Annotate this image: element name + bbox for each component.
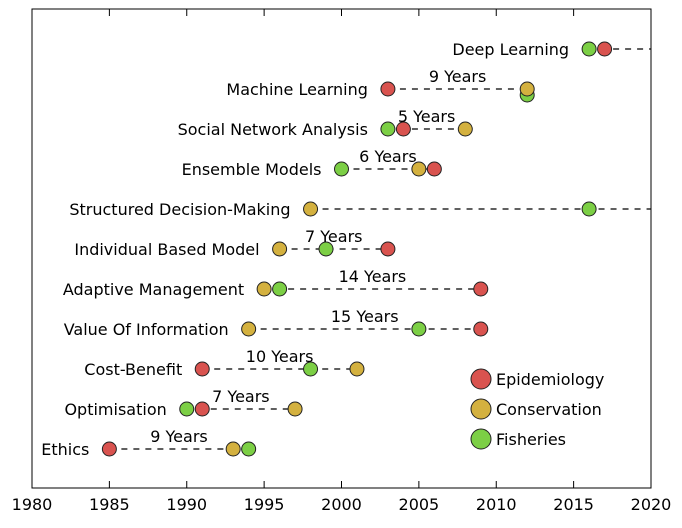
- x-tick-label-2015: 2015: [553, 495, 594, 514]
- point-adaptive-management-fisheries: [272, 281, 288, 297]
- gap-label-social-network-analysis: 5 Years: [398, 107, 455, 126]
- point-cost-benefit-conservation: [349, 361, 365, 377]
- topic-row-text-individual-based-model: Individual Based Model 7 Years: [74, 227, 362, 259]
- topic-label-value-of-information: Value Of Information: [64, 320, 229, 339]
- point-cost-benefit-epidemiology: [194, 361, 210, 377]
- gap-label-adaptive-management: 14 Years: [339, 267, 407, 286]
- point-ensemble-models-fisheries: [334, 161, 349, 177]
- topic-label-cost-benefit: Cost-Benefit: [84, 360, 182, 379]
- topic-label-social-network-analysis: Social Network Analysis: [178, 120, 368, 139]
- point-optimisation-fisheries: [179, 401, 195, 417]
- topic-row-structured-decision-making: [303, 201, 651, 217]
- point-social-network-analysis-epidemiology: [395, 121, 411, 137]
- topic-label-ethics: Ethics: [41, 440, 89, 459]
- legend-label-fisheries: Fisheries: [496, 430, 566, 449]
- topic-row-text-social-network-analysis: Social Network Analysis 5 Years: [178, 107, 456, 139]
- gap-label-value-of-information: 15 Years: [331, 307, 399, 326]
- topic-label-machine-learning: Machine Learning: [226, 80, 368, 99]
- topic-row-value-of-information: [241, 321, 489, 337]
- topic-row-text-cost-benefit: Cost-Benefit 10 Years: [84, 347, 313, 379]
- topic-row-optimisation: [179, 401, 303, 417]
- point-value-of-information-fisheries: [411, 321, 427, 337]
- topic-row-machine-learning: [380, 81, 535, 103]
- plot-area: Deep Learning Machine Learning 9 Years Soci…: [31, 8, 652, 489]
- point-optimisation-conservation: [287, 401, 303, 417]
- topic-label-optimisation: Optimisation: [64, 400, 166, 419]
- point-value-of-information-conservation: [241, 321, 257, 337]
- gap-label-ethics: 9 Years: [150, 427, 207, 446]
- topic-label-individual-based-model: Individual Based Model: [74, 240, 259, 259]
- legend-marker-epidemiology: [470, 368, 492, 390]
- x-tick-label-1995: 1995: [244, 495, 285, 514]
- topic-row-ethics: [101, 441, 257, 457]
- x-tick-label-1985: 1985: [89, 495, 130, 514]
- point-individual-based-model-conservation: [272, 241, 288, 257]
- topic-label-structured-decision-making: Structured Decision-Making: [69, 200, 290, 219]
- topic-row-individual-based-model: [272, 241, 396, 257]
- point-deep-learning-epidemiology: [597, 41, 613, 57]
- x-tick-label-1980: 1980: [12, 495, 53, 514]
- legend-marker-fisheries: [470, 428, 492, 450]
- topic-row-text-adaptive-management: Adaptive Management 14 Years: [63, 267, 406, 299]
- point-machine-learning-epidemiology: [380, 81, 396, 97]
- gap-label-ensemble-models: 6 Years: [359, 147, 416, 166]
- point-individual-based-model-epidemiology: [380, 241, 396, 257]
- point-machine-learning-conservation: [519, 81, 535, 97]
- point-ensemble-models-epidemiology: [426, 161, 442, 177]
- legend-marker-conservation: [470, 398, 492, 420]
- point-ethics-fisheries: [241, 441, 257, 457]
- point-structured-decision-making-fisheries: [581, 201, 597, 217]
- topic-label-ensemble-models: Ensemble Models: [182, 160, 322, 179]
- point-ethics-epidemiology: [101, 441, 117, 457]
- point-ensemble-models-conservation: [411, 161, 427, 177]
- point-ethics-conservation: [225, 441, 241, 457]
- topic-row-text-deep-learning: Deep Learning: [452, 40, 569, 59]
- topic-row-text-ethics: Ethics 9 Years: [41, 427, 207, 459]
- x-tick-label-2005: 2005: [399, 495, 440, 514]
- point-cost-benefit-fisheries: [303, 361, 319, 377]
- topic-row-ensemble-models: [334, 161, 442, 177]
- point-structured-decision-making-conservation: [303, 201, 319, 217]
- point-deep-learning-fisheries: [581, 41, 597, 57]
- topic-row-text-machine-learning: Machine Learning 9 Years: [226, 67, 486, 99]
- x-tick-label-2020: 2020: [631, 495, 672, 514]
- gap-label-machine-learning: 9 Years: [429, 67, 486, 86]
- legend-label-epidemiology: Epidemiology: [496, 370, 604, 389]
- point-individual-based-model-fisheries: [318, 241, 334, 257]
- x-tick-label-2010: 2010: [476, 495, 517, 514]
- gap-label-individual-based-model: 7 Years: [305, 227, 362, 246]
- x-tick-label-2000: 2000: [321, 495, 362, 514]
- legend-label-conservation: Conservation: [496, 400, 602, 419]
- topic-row-cost-benefit: [194, 361, 365, 377]
- gap-label-optimisation: 7 Years: [212, 387, 269, 406]
- point-social-network-analysis-conservation: [457, 121, 473, 137]
- legend: Epidemiology Conservation Fisheries: [470, 368, 604, 450]
- point-adaptive-management-epidemiology: [473, 281, 489, 297]
- topic-row-social-network-analysis: [380, 121, 473, 137]
- topic-row-adaptive-management: [256, 281, 489, 297]
- topic-row-text-structured-decision-making: Structured Decision-Making: [69, 200, 290, 219]
- x-axis: 1980 1985 1990 1995 2000 2005 2010 2015 2020: [12, 9, 672, 514]
- point-social-network-analysis-fisheries: [380, 121, 396, 137]
- topic-label-adaptive-management: Adaptive Management: [63, 280, 244, 299]
- point-optimisation-epidemiology: [194, 401, 210, 417]
- plot-clipped-layer: [101, 41, 651, 457]
- topic-row-text-optimisation: Optimisation 7 Years: [64, 387, 269, 419]
- topic-row-text-ensemble-models: Ensemble Models 6 Years: [182, 147, 417, 179]
- topic-row-text-value-of-information: Value Of Information 15 Years: [64, 307, 399, 339]
- topic-row-deep-learning: [581, 41, 651, 57]
- topic-label-deep-learning: Deep Learning: [452, 40, 569, 59]
- point-value-of-information-epidemiology: [473, 321, 489, 337]
- x-tick-label-1990: 1990: [166, 495, 207, 514]
- point-adaptive-management-conservation: [256, 281, 272, 297]
- gap-label-cost-benefit: 10 Years: [246, 347, 314, 366]
